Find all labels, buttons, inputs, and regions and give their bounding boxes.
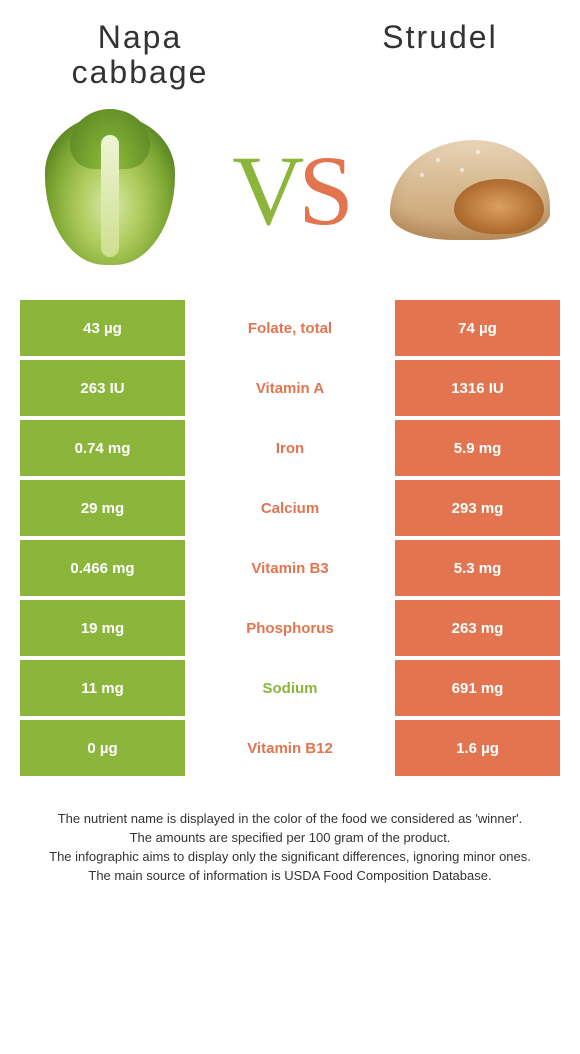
footer-line: The nutrient name is displayed in the co…: [20, 810, 560, 829]
left-value-cell: 19 mg: [20, 600, 185, 656]
table-row: 11 mgSodium691 mg: [20, 660, 560, 716]
right-value-cell: 5.3 mg: [395, 540, 560, 596]
table-row: 43 µgFolate, total74 µg: [20, 300, 560, 356]
left-value-cell: 0 µg: [20, 720, 185, 776]
vs-v: V: [232, 135, 298, 246]
nutrient-name-cell: Vitamin A: [185, 360, 395, 416]
right-value-cell: 1.6 µg: [395, 720, 560, 776]
nutrient-name-cell: Vitamin B3: [185, 540, 395, 596]
footer-line: The main source of information is USDA F…: [20, 867, 560, 886]
header: Napa cabbage Strudel: [0, 0, 580, 90]
right-food-image: [390, 110, 550, 270]
right-value-cell: 74 µg: [395, 300, 560, 356]
left-value-cell: 29 mg: [20, 480, 185, 536]
left-value-cell: 43 µg: [20, 300, 185, 356]
nutrient-name-cell: Vitamin B12: [185, 720, 395, 776]
left-value-cell: 0.466 mg: [20, 540, 185, 596]
right-value-cell: 293 mg: [395, 480, 560, 536]
nutrient-name-cell: Phosphorus: [185, 600, 395, 656]
table-row: 19 mgPhosphorus263 mg: [20, 600, 560, 656]
nutrient-table: 43 µgFolate, total74 µg263 IUVitamin A13…: [0, 300, 580, 776]
left-value-cell: 0.74 mg: [20, 420, 185, 476]
left-value-cell: 263 IU: [20, 360, 185, 416]
left-food-title: Napa cabbage: [40, 20, 240, 90]
left-value-cell: 11 mg: [20, 660, 185, 716]
table-row: 0.466 mgVitamin B35.3 mg: [20, 540, 560, 596]
footer-line: The amounts are specified per 100 gram o…: [20, 829, 560, 848]
vs-s: S: [298, 135, 348, 246]
right-value-cell: 1316 IU: [395, 360, 560, 416]
table-row: 263 IUVitamin A1316 IU: [20, 360, 560, 416]
nutrient-name-cell: Iron: [185, 420, 395, 476]
right-food-title: Strudel: [340, 20, 540, 55]
strudel-icon: [390, 140, 550, 240]
footer-line: The infographic aims to display only the…: [20, 848, 560, 867]
right-value-cell: 691 mg: [395, 660, 560, 716]
footer-notes: The nutrient name is displayed in the co…: [0, 780, 580, 885]
right-value-cell: 263 mg: [395, 600, 560, 656]
nutrient-name-cell: Folate, total: [185, 300, 395, 356]
left-food-image: [30, 110, 190, 270]
table-row: 0.74 mgIron5.9 mg: [20, 420, 560, 476]
table-row: 29 mgCalcium293 mg: [20, 480, 560, 536]
images-row: VS: [0, 90, 580, 300]
nutrient-name-cell: Calcium: [185, 480, 395, 536]
nutrient-name-cell: Sodium: [185, 660, 395, 716]
table-row: 0 µgVitamin B121.6 µg: [20, 720, 560, 776]
right-value-cell: 5.9 mg: [395, 420, 560, 476]
cabbage-icon: [45, 115, 175, 265]
vs-label: VS: [232, 133, 348, 248]
